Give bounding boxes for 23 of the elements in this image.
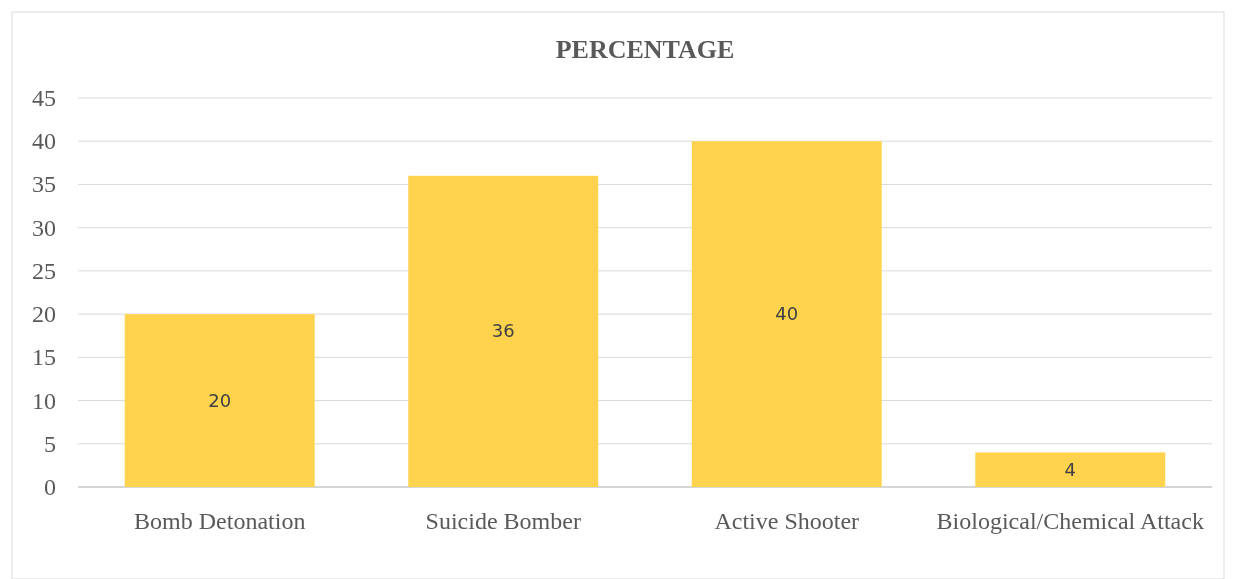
y-tick-label: 40 xyxy=(32,128,56,155)
bar xyxy=(975,452,1166,487)
y-tick-label: 20 xyxy=(32,301,56,328)
y-tick-label: 0 xyxy=(44,474,56,500)
data-label: 40 xyxy=(775,303,799,325)
chart-title: PERCENTAGE xyxy=(555,35,735,64)
x-tick-label: Bomb Detonation xyxy=(134,508,306,534)
data-label: 4 xyxy=(1064,458,1076,480)
data-label: 36 xyxy=(491,320,515,342)
bar xyxy=(124,314,315,487)
y-tick-label: 15 xyxy=(32,344,56,371)
y-tick-label: 5 xyxy=(44,430,56,457)
y-tick-label: 30 xyxy=(32,214,56,241)
x-tick-label: Active Shooter xyxy=(714,508,860,534)
y-tick-label: 35 xyxy=(32,171,56,198)
data-label: 20 xyxy=(208,389,232,411)
y-tick-label: 25 xyxy=(32,257,56,284)
y-tick-label: 45 xyxy=(32,85,56,111)
bar xyxy=(691,141,882,487)
y-tick-label: 10 xyxy=(32,387,56,414)
x-tick-label: Biological/Chemical Attack xyxy=(936,508,1204,534)
bar xyxy=(408,175,599,487)
x-tick-label: Suicide Bomber xyxy=(425,508,581,534)
